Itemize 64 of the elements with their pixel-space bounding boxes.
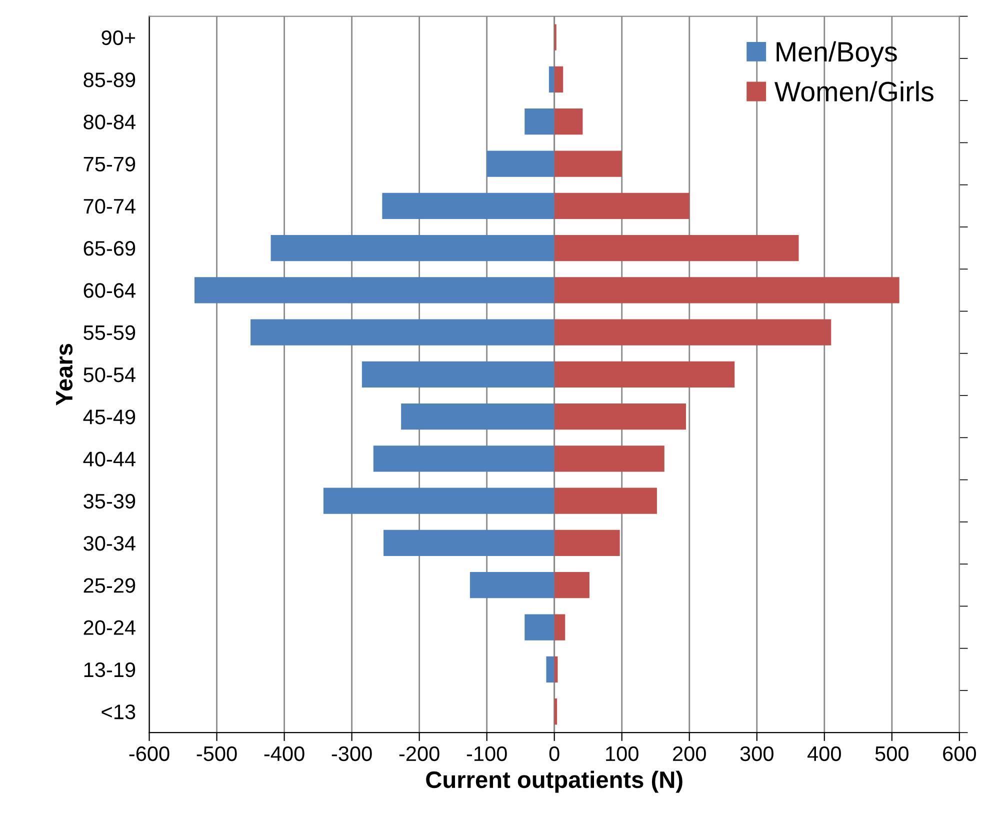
bar [554, 66, 564, 93]
bar [554, 698, 558, 725]
y-tick-label: 55-59 [84, 325, 136, 340]
bar [554, 572, 590, 598]
y-tick-label: 60-64 [84, 283, 136, 298]
bar [554, 361, 735, 388]
x-tick-label: -500 [196, 746, 237, 762]
y-tick-label: 75-79 [84, 156, 136, 172]
x-tick-label: -400 [264, 746, 304, 762]
bar [546, 656, 554, 682]
y-tick-label: 40-44 [83, 452, 136, 466]
x-tick-label: -100 [466, 746, 507, 762]
y-tick-label: 45-49 [83, 410, 136, 424]
y-tick-label: 70-74 [84, 198, 136, 214]
bar [554, 446, 664, 472]
y-tick-label: 80-84 [84, 114, 136, 130]
bar [554, 108, 583, 135]
y-tick-label: 85-89 [84, 72, 136, 88]
bar [554, 234, 799, 262]
bar [382, 192, 554, 219]
x-tick-label: 200 [673, 746, 706, 762]
x-tick-label: 100 [606, 746, 638, 762]
bar [373, 446, 554, 472]
bar [486, 150, 554, 177]
bar [554, 319, 832, 346]
x-tick-label: -600 [129, 746, 170, 762]
bar [470, 572, 554, 598]
y-tick-label: 30-34 [84, 536, 136, 551]
bar [554, 488, 657, 514]
bar [554, 530, 620, 556]
y-tick-label: 65-69 [84, 241, 136, 256]
x-tick-label: -300 [332, 746, 372, 762]
bar [554, 192, 690, 219]
y-tick-label: 25-29 [84, 578, 136, 593]
legend-label: Women/Girls [774, 81, 934, 102]
y-tick-label: 35-39 [84, 494, 136, 509]
bar [554, 404, 686, 430]
legend-label: Men/Boys [776, 41, 897, 68]
bar [401, 404, 554, 430]
bar [554, 277, 900, 304]
bar [554, 150, 622, 177]
x-tick-label: 0 [549, 746, 560, 762]
y-axis-title: Years [56, 344, 73, 406]
bar [384, 530, 554, 556]
y-tick-label: 20-24 [84, 620, 136, 636]
bar [194, 277, 554, 304]
bar [524, 108, 554, 135]
x-axis-title: Current outpatients (N) [426, 770, 682, 793]
x-tick-label: -200 [399, 746, 440, 762]
x-tick-label: 400 [807, 746, 841, 762]
x-tick-label: 600 [943, 746, 976, 762]
y-tick-label: 50-54 [84, 367, 136, 382]
bar [250, 319, 554, 346]
y-tick-label: 13-19 [84, 662, 136, 678]
bar [362, 361, 554, 388]
bar [323, 488, 554, 514]
x-tick-label: 300 [740, 746, 774, 762]
bar [548, 66, 554, 93]
bar [524, 614, 554, 640]
y-tick-label: <13 [102, 704, 136, 720]
x-tick-label: 500 [875, 746, 908, 762]
bar [270, 234, 554, 262]
bar [554, 614, 566, 640]
y-tick-label: 90+ [102, 30, 136, 46]
